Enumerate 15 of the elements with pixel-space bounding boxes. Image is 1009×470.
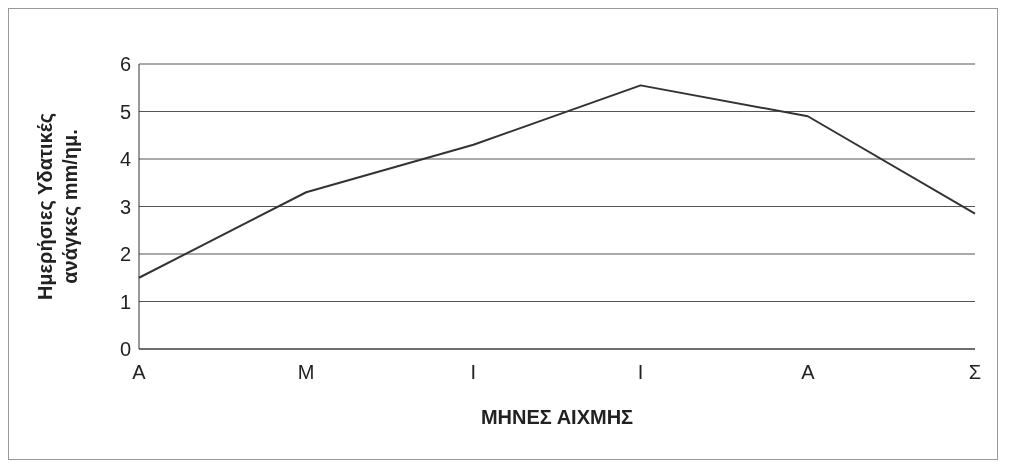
y-tick-label: 0 — [119, 338, 131, 361]
y-tick-label: 1 — [119, 290, 131, 313]
y-tick-label: 6 — [119, 53, 131, 76]
y-tick-label: 4 — [119, 148, 131, 171]
x-tick-label: Μ — [297, 361, 315, 384]
x-tick-label: Ι — [637, 361, 644, 384]
x-tick-label: Σ — [968, 361, 982, 384]
y-tick-label: 5 — [119, 100, 131, 123]
x-tick-label: Α — [801, 361, 816, 384]
x-tick-label: Ι — [470, 361, 477, 384]
x-axis-title: ΜΗΝΕΣ ΑΙΧΜΗΣ — [480, 406, 634, 428]
y-axis-title: Ημερήσιες Υδατικές ανάγκες mm/ημ. — [34, 112, 81, 301]
y-tick-label: 2 — [119, 243, 131, 266]
x-tick-label: Α — [132, 361, 147, 384]
y-tick-label: 3 — [119, 195, 131, 218]
